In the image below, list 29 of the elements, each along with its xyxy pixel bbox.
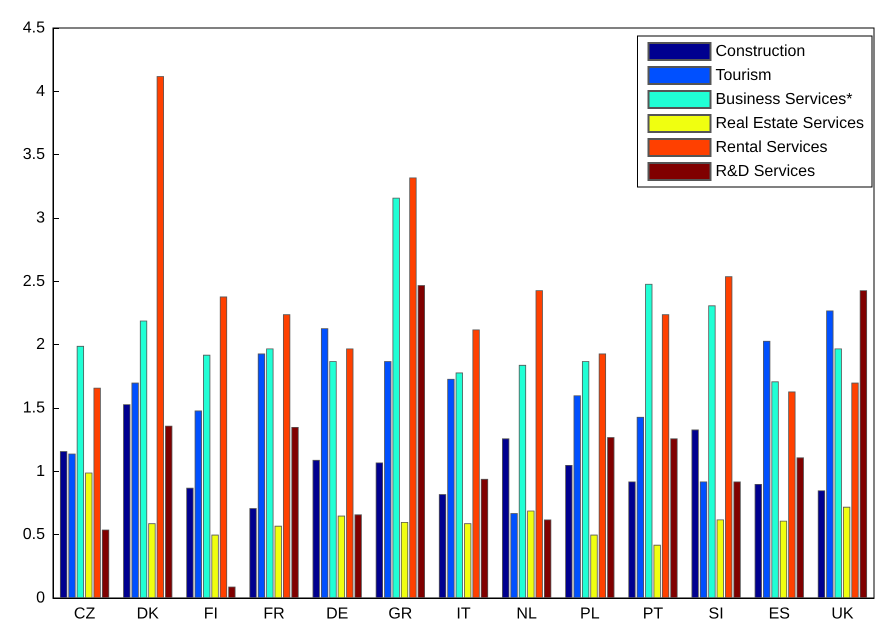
y-tick-label: 1.5 (22, 400, 46, 416)
x-tick-label: NL (516, 606, 537, 622)
y-tick-label: 2.5 (22, 272, 46, 290)
x-tick-label: UK (831, 606, 854, 622)
legend-label: Construction (715, 43, 806, 60)
x-tick-label: GR (388, 606, 412, 622)
x-tick-label: IT (456, 606, 471, 622)
x-tick-label: DE (326, 606, 348, 622)
legend-label: Business Services* (715, 91, 852, 108)
x-tick-label: PT (642, 606, 664, 622)
x-tick-label: PL (580, 606, 600, 622)
x-tick-label: CZ (74, 606, 96, 622)
y-tick-label: 2 (36, 336, 46, 354)
y-tick-label: 3 (36, 210, 46, 226)
x-tick-label: DK (136, 606, 160, 622)
legend-label: Rental Services (715, 139, 828, 156)
y-tick-label: 0 (36, 590, 46, 606)
x-tick-label: FI (204, 606, 218, 622)
legend-label: R&D Services (715, 163, 816, 180)
x-tick-label: SI (708, 606, 724, 622)
x-tick-label: FR (263, 606, 285, 622)
legend-label: Tourism (715, 67, 772, 84)
y-tick-label: 4.5 (22, 20, 46, 36)
legend-label: Real Estate Services (715, 115, 864, 132)
y-tick-label: 0.5 (22, 526, 46, 544)
x-tick-label: ES (768, 606, 790, 622)
y-tick-label: 4 (36, 82, 46, 100)
y-tick-label: 1 (36, 462, 46, 480)
y-tick-label: 3.5 (22, 146, 46, 164)
